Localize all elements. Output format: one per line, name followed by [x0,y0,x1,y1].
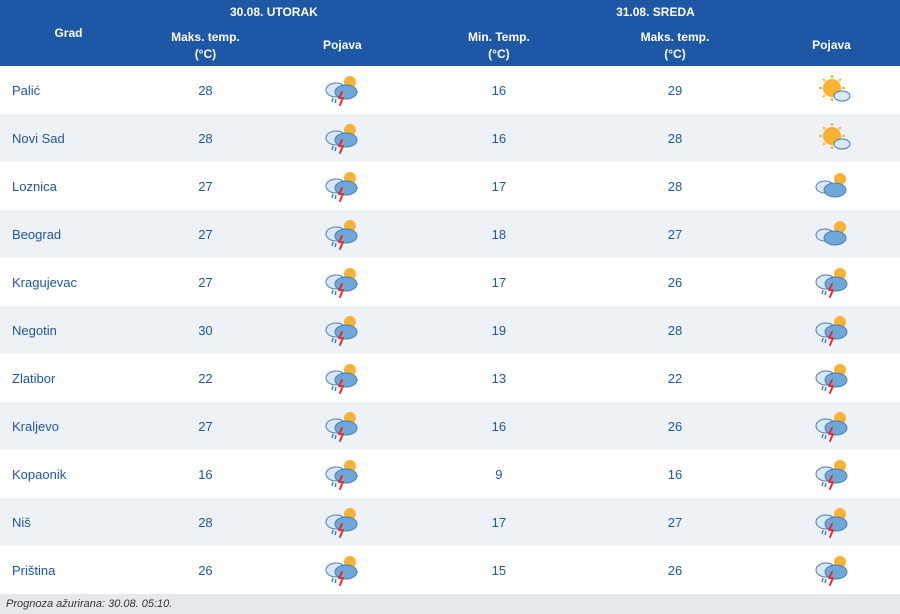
header-day2-max: Maks. temp.(°C) [587,25,763,67]
day2-max-temp: 28 [587,162,763,210]
day2-max-temp: 29 [587,66,763,114]
thunderstorm-icon [763,402,900,450]
thunderstorm-icon [274,306,411,354]
partly-cloudy-icon [763,162,900,210]
day1-max-temp: 28 [137,66,274,114]
city-cell[interactable]: Negotin [0,306,137,354]
thunderstorm-icon [274,450,411,498]
day2-min-temp: 17 [411,162,587,210]
day1-max-temp: 30 [137,306,274,354]
table-row: Niš28 1727 [0,498,900,546]
thunderstorm-icon [274,162,411,210]
day2-max-temp: 26 [587,402,763,450]
day2-min-temp: 19 [411,306,587,354]
thunderstorm-icon [274,498,411,546]
footer-updated: Prognoza ažurirana: 30.08. 05:10. [0,594,900,614]
thunderstorm-icon [274,114,411,162]
day2-max-temp: 22 [587,354,763,402]
day1-max-temp: 27 [137,402,274,450]
table-row: Palić28 1629 [0,66,900,114]
day2-min-temp: 16 [411,66,587,114]
header-day2-min: Min. Temp.(°C) [411,25,587,67]
day2-max-temp: 28 [587,306,763,354]
thunderstorm-icon [274,210,411,258]
thunderstorm-icon [274,66,411,114]
thunderstorm-icon [274,546,411,594]
footer-row: Prognoza ažurirana: 30.08. 05:10. [0,594,900,614]
city-cell[interactable]: Kopaonik [0,450,137,498]
thunderstorm-icon [763,306,900,354]
table-row: Novi Sad281628 [0,114,900,162]
table-row: Priština261526 [0,546,900,594]
day2-min-temp: 16 [411,114,587,162]
city-cell[interactable]: Palić [0,66,137,114]
city-cell[interactable]: Beograd [0,210,137,258]
day1-max-temp: 27 [137,162,274,210]
header-day1-max: Maks. temp.(°C) [137,25,274,67]
city-cell[interactable]: Priština [0,546,137,594]
day2-max-temp: 27 [587,498,763,546]
thunderstorm-icon [274,354,411,402]
header-day1-icon: Pojava [274,25,411,67]
table-row: Negotin30 1928 [0,306,900,354]
day2-min-temp: 16 [411,402,587,450]
table-row: Kragujevac27 1726 [0,258,900,306]
city-cell[interactable]: Loznica [0,162,137,210]
day1-max-temp: 26 [137,546,274,594]
day1-max-temp: 22 [137,354,274,402]
day1-max-temp: 28 [137,114,274,162]
partly-cloudy-icon [763,210,900,258]
day2-max-temp: 28 [587,114,763,162]
date-header-row: Grad 30.08. UTORAK 31.08. SREDA [0,0,900,25]
city-cell[interactable]: Novi Sad [0,114,137,162]
day1-max-temp: 27 [137,210,274,258]
day1-max-temp: 28 [137,498,274,546]
table-row: Zlatibor221322 [0,354,900,402]
header-city: Grad [0,0,137,66]
header-day2-icon: Pojava [763,25,900,67]
city-cell[interactable]: Zlatibor [0,354,137,402]
weather-forecast-table: Grad 30.08. UTORAK 31.08. SREDA Maks. te… [0,0,900,614]
thunderstorm-icon [763,354,900,402]
day2-max-temp: 26 [587,546,763,594]
thunderstorm-icon [274,258,411,306]
day2-max-temp: 26 [587,258,763,306]
day2-max-temp: 27 [587,210,763,258]
city-cell[interactable]: Niš [0,498,137,546]
day1-max-temp: 16 [137,450,274,498]
day1-max-temp: 27 [137,258,274,306]
day2-min-temp: 18 [411,210,587,258]
header-day2-date: 31.08. SREDA [411,0,900,25]
thunderstorm-icon [274,402,411,450]
table-row: Kopaonik16916 [0,450,900,498]
day2-min-temp: 15 [411,546,587,594]
day2-min-temp: 17 [411,498,587,546]
mostly-sunny-icon [763,66,900,114]
thunderstorm-icon [763,546,900,594]
thunderstorm-icon [763,498,900,546]
city-cell[interactable]: Kraljevo [0,402,137,450]
header-day1-date: 30.08. UTORAK [137,0,411,25]
thunderstorm-icon [763,258,900,306]
day2-min-temp: 9 [411,450,587,498]
table-row: Loznica27 1728 [0,162,900,210]
mostly-sunny-icon [763,114,900,162]
day2-max-temp: 16 [587,450,763,498]
thunderstorm-icon [763,450,900,498]
table-row: Beograd271827 [0,210,900,258]
day2-min-temp: 17 [411,258,587,306]
city-cell[interactable]: Kragujevac [0,258,137,306]
day2-min-temp: 13 [411,354,587,402]
table-row: Kraljevo27 1626 [0,402,900,450]
